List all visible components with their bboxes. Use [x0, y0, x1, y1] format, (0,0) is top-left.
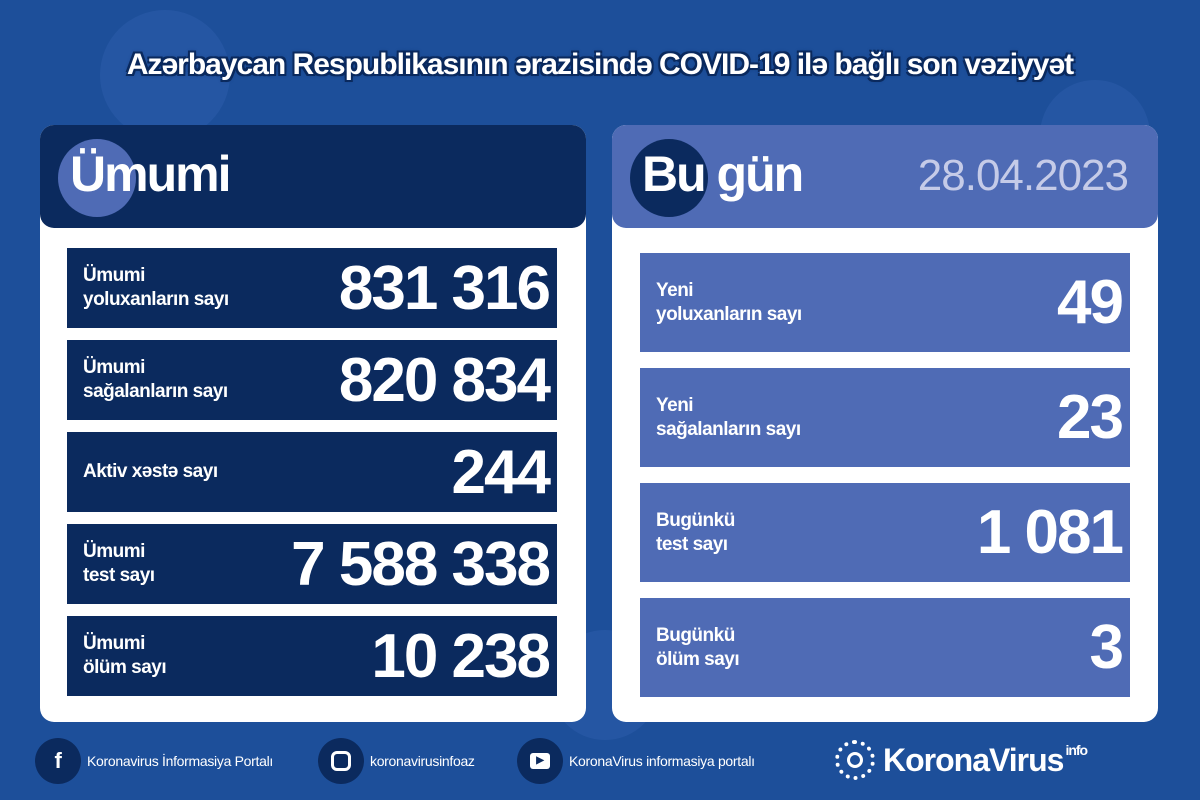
- stat-label: Bugünkü ölüm sayı: [656, 624, 740, 670]
- footer-instagram[interactable]: koronavirusinfoaz: [318, 738, 475, 784]
- stat-value: 23: [1057, 383, 1124, 452]
- youtube-icon: ▶: [517, 738, 563, 784]
- stat-label: Aktiv xəstə sayı: [83, 461, 218, 482]
- instagram-icon: [318, 738, 364, 784]
- virus-icon: [58, 139, 136, 217]
- stat-value: 1 081: [976, 498, 1124, 567]
- total-header: Ümumi: [40, 125, 586, 228]
- total-heading: Ümumi: [70, 146, 231, 202]
- today-panel: Bu gün 28.04.2023 Yeni yoluxanların sayı 4…: [612, 125, 1158, 722]
- stat-value: 244: [451, 437, 551, 507]
- koronavirus-logo: KoronaVirus info: [835, 740, 1088, 780]
- stat-row: Ümumi sağalanların sayı 820 834: [67, 340, 557, 420]
- stat-row: Ümumi test sayı 7 588 338: [67, 524, 557, 604]
- stat-row: Bugünkü ölüm sayı 3: [640, 598, 1130, 697]
- facebook-label: Koronavirus İnformasiya Portalı: [87, 753, 274, 769]
- stat-value: 10 238: [371, 621, 551, 691]
- stat-value: 831 316: [338, 253, 551, 323]
- stat-value: 820 834: [338, 345, 551, 415]
- virus-icon: [630, 139, 708, 217]
- stat-row: Yeni sağalanların sayı 23: [640, 368, 1130, 467]
- stat-row: Ümumi yoluxanların sayı 831 316: [67, 248, 557, 328]
- stat-row: Bugünkü test sayı 1 081: [640, 483, 1130, 582]
- instagram-label: koronavirusinfoaz: [370, 753, 475, 769]
- facebook-icon: f: [35, 738, 81, 784]
- stat-label: Ümumi sağalanların sayı: [83, 357, 228, 402]
- virus-decoration: [100, 10, 230, 140]
- stat-value: 3: [1089, 613, 1125, 682]
- youtube-label: KoronaVirus informasiya portalı: [569, 753, 755, 769]
- stat-value: 49: [1057, 268, 1124, 337]
- footer-facebook[interactable]: f Koronavirus İnformasiya Portalı: [35, 738, 273, 784]
- stat-row: Yeni yoluxanların sayı 49: [640, 253, 1130, 352]
- today-heading: Bu gün: [642, 146, 804, 202]
- stat-label: Ümumi ölüm sayı: [83, 633, 167, 678]
- total-panel: Ümumi Ümumi yoluxanların sayı 831 316 Ümumi…: [40, 125, 586, 722]
- sun-virus-icon: [835, 740, 875, 780]
- footer-youtube[interactable]: ▶ KoronaVirus informasiya portalı: [517, 738, 755, 784]
- stat-label: Yeni sağalanların sayı: [656, 394, 801, 440]
- stat-label: Bugünkü test sayı: [656, 509, 735, 555]
- stat-value: 7 588 338: [291, 529, 551, 599]
- stat-row: Aktiv xəstə sayı 244: [67, 432, 557, 512]
- stat-label: Ümumi yoluxanların sayı: [83, 265, 229, 310]
- page-title: Azərbaycan Respublikasının ərazisində CO…: [126, 48, 1074, 81]
- stat-label: Yeni yoluxanların sayı: [656, 279, 802, 325]
- today-header: Bu gün 28.04.2023: [612, 125, 1158, 228]
- stat-row: Ümumi ölüm sayı 10 238: [67, 616, 557, 696]
- stat-label: Ümumi test sayı: [83, 541, 155, 586]
- report-date: 28.04.2023: [917, 151, 1129, 200]
